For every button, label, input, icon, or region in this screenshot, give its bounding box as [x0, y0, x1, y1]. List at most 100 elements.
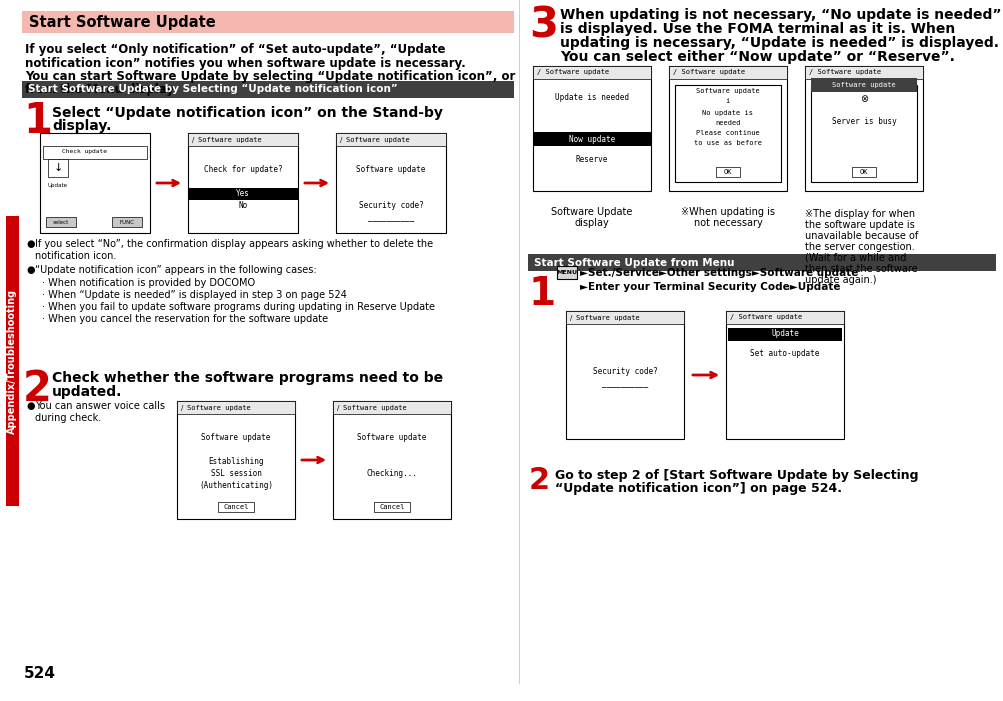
Bar [725, 311, 844, 324]
Text: notification icon.: notification icon. [35, 251, 116, 261]
Text: Software update: Software update [831, 82, 895, 88]
Text: Security code?: Security code? [358, 201, 423, 210]
Text: 2: 2 [23, 368, 52, 410]
Text: updated.: updated. [52, 385, 122, 399]
Text: / Software update: / Software update [729, 314, 801, 320]
Bar [336, 133, 445, 233]
Text: Now update: Now update [569, 135, 615, 144]
Bar [852, 167, 876, 177]
Text: Appendix/Troubleshooting: Appendix/Troubleshooting [7, 288, 17, 433]
Bar [533, 66, 650, 79]
Text: Software update: Software update [356, 165, 425, 175]
Text: Reserve: Reserve [576, 154, 608, 163]
Text: Software update: Software update [202, 433, 271, 442]
Text: is displayed. Use the FOMA terminal as it is. When: is displayed. Use the FOMA terminal as i… [560, 22, 954, 36]
Text: You can select either “Now update” or “Reserve”.: You can select either “Now update” or “R… [560, 50, 954, 64]
Bar [218, 502, 254, 512]
Text: Checking...: Checking... [366, 470, 417, 479]
Text: “Update notification icon” appears in the following cases:: “Update notification icon” appears in th… [35, 265, 316, 275]
Text: Software update: Software update [187, 405, 251, 411]
Text: No: No [238, 201, 248, 210]
Text: 524: 524 [24, 666, 56, 681]
Text: /: / [570, 315, 572, 321]
Bar [566, 311, 683, 439]
Text: · When you cancel the reservation for the software update: · When you cancel the reservation for th… [42, 314, 328, 324]
Text: ↓: ↓ [53, 163, 62, 173]
Text: Start Software Update: Start Software Update [29, 15, 216, 29]
Text: “Update notification icon”] on page 524.: “Update notification icon”] on page 524. [555, 482, 842, 495]
Text: ●: ● [26, 401, 34, 411]
Text: Yes: Yes [236, 189, 250, 198]
Bar [188, 133, 298, 146]
Text: /: / [337, 405, 339, 411]
Text: Update: Update [48, 183, 68, 188]
Text: select: select [53, 219, 69, 224]
Bar [177, 401, 295, 414]
Text: needed: needed [714, 120, 740, 126]
Bar [668, 66, 786, 79]
Text: MENU: MENU [556, 269, 577, 275]
Text: __________: __________ [601, 379, 648, 388]
Text: __________: __________ [367, 214, 413, 222]
Bar [810, 78, 916, 92]
Bar [674, 85, 780, 182]
Text: Update is needed: Update is needed [555, 93, 628, 102]
Text: / Software update: / Software update [537, 69, 609, 75]
Bar [725, 311, 844, 439]
Text: Check for update?: Check for update? [204, 165, 282, 175]
Text: When updating is not necessary, “No update is needed”: When updating is not necessary, “No upda… [560, 8, 1001, 22]
Text: FUNC: FUNC [119, 219, 134, 224]
Bar [804, 66, 922, 191]
Text: the software update is: the software update is [804, 220, 914, 230]
Bar [333, 401, 450, 414]
Text: not necessary: not necessary [693, 218, 761, 228]
Text: Cancel: Cancel [223, 504, 249, 510]
Text: 1: 1 [529, 275, 556, 313]
Text: from the Menu display.: from the Menu display. [25, 83, 178, 97]
Text: ※When updating is: ※When updating is [680, 207, 774, 217]
Text: · When “Update is needed” is displayed in step 3 on page 524: · When “Update is needed” is displayed i… [42, 290, 346, 300]
Text: ●: ● [26, 265, 34, 275]
Bar [43, 146, 146, 159]
Text: /: / [181, 405, 184, 411]
Text: If you select “No”, the confirmation display appears asking whether to delete th: If you select “No”, the confirmation dis… [35, 239, 432, 249]
Text: display: display [574, 218, 609, 228]
Text: i: i [725, 98, 729, 104]
Text: to use as before: to use as before [693, 140, 761, 146]
Text: You can start Software Update by selecting “Update notification icon”, or: You can start Software Update by selecti… [25, 70, 515, 83]
Bar [22, 81, 514, 98]
Text: Set auto-update: Set auto-update [749, 350, 818, 358]
Bar [336, 133, 445, 146]
Text: unavailable because of: unavailable because of [804, 231, 918, 241]
Text: Software Update: Software Update [551, 207, 632, 217]
Text: notification icon” notifies you when software update is necessary.: notification icon” notifies you when sof… [25, 57, 465, 69]
Text: the server congestion.: the server congestion. [804, 242, 914, 252]
Text: / Software update: / Software update [672, 69, 744, 75]
Text: ●: ● [26, 239, 34, 249]
Bar [22, 11, 514, 33]
Text: Check update: Check update [62, 149, 107, 154]
Bar [715, 167, 739, 177]
Bar [557, 266, 577, 279]
Text: /: / [340, 137, 342, 143]
Text: (Wait for a while and: (Wait for a while and [804, 253, 906, 263]
Text: ►Set./Service►Other settings►Software update: ►Set./Service►Other settings►Software up… [580, 268, 858, 278]
Text: 3: 3 [529, 4, 558, 46]
Text: You can answer voice calls: You can answer voice calls [35, 401, 164, 411]
Text: Software update: Software update [695, 88, 759, 94]
Text: Software update: Software update [576, 315, 639, 321]
Bar [188, 188, 298, 200]
Text: Start Software Update by Selecting “Update notification icon”: Start Software Update by Selecting “Upda… [28, 85, 397, 95]
Bar [48, 159, 68, 177]
Bar [177, 401, 295, 519]
Text: Check whether the software programs need to be: Check whether the software programs need… [52, 371, 442, 385]
Text: during check.: during check. [35, 413, 101, 423]
Text: display.: display. [52, 119, 111, 133]
Bar [6, 216, 19, 506]
Text: If you select “Only notification” of “Set auto-update”, “Update: If you select “Only notification” of “Se… [25, 43, 445, 56]
Text: (Authenticating): (Authenticating) [199, 482, 273, 491]
Bar [40, 133, 149, 233]
Text: SSL session: SSL session [211, 470, 261, 479]
Bar [804, 66, 922, 79]
Text: Server is busy: Server is busy [830, 116, 896, 125]
